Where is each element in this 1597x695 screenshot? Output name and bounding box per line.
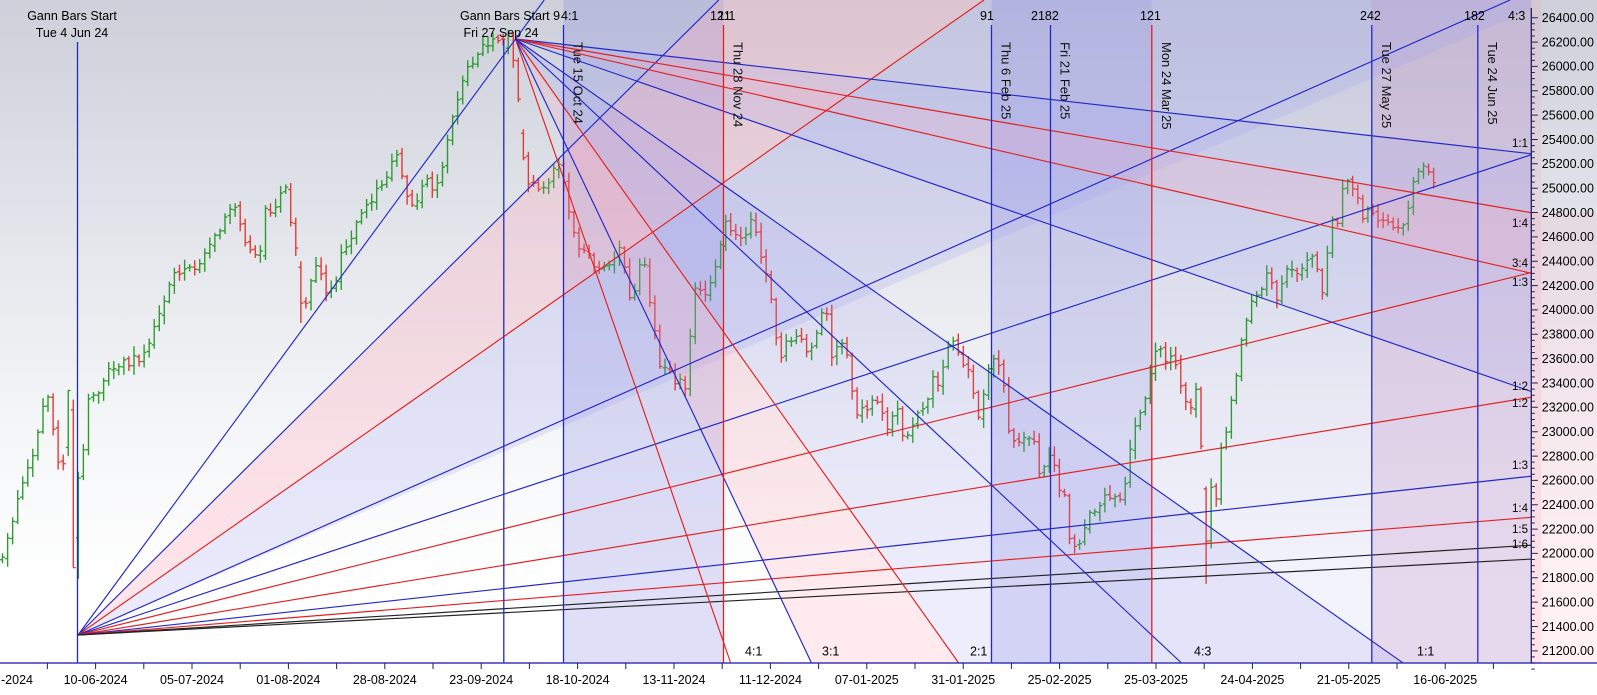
svg-text:24200.00: 24200.00	[1542, 279, 1594, 293]
svg-text:25-02-2025: 25-02-2025	[1028, 673, 1092, 687]
svg-text:Mon 24 Mar 25: Mon 24 Mar 25	[1159, 42, 1174, 129]
svg-text:1:1: 1:1	[718, 9, 735, 23]
svg-text:18-10-2024: 18-10-2024	[546, 673, 610, 687]
svg-text:Tue 24 Jun 25: Tue 24 Jun 25	[1485, 42, 1500, 125]
svg-text:25400.00: 25400.00	[1542, 133, 1594, 147]
svg-text:Tue 27 May 25: Tue 27 May 25	[1379, 42, 1394, 128]
svg-text:3:4: 3:4	[1512, 258, 1529, 270]
svg-text:182: 182	[1464, 9, 1485, 23]
svg-text:26400.00: 26400.00	[1542, 11, 1594, 25]
svg-text:1:1: 1:1	[1512, 138, 1528, 150]
svg-text:10-06-2024: 10-06-2024	[64, 673, 128, 687]
svg-text:4:1: 4:1	[561, 9, 578, 23]
svg-text:1:1: 1:1	[1417, 645, 1434, 659]
svg-text:23000.00: 23000.00	[1542, 425, 1594, 439]
svg-text:28-08-2024: 28-08-2024	[353, 673, 417, 687]
svg-text:05-07-2024: 05-07-2024	[160, 673, 224, 687]
svg-text:07-01-2025: 07-01-2025	[835, 673, 899, 687]
svg-text:24400.00: 24400.00	[1542, 255, 1594, 269]
svg-text:21-05-2025: 21-05-2025	[1317, 673, 1381, 687]
svg-text:4:3: 4:3	[1508, 9, 1525, 23]
svg-text:01-08-2024: 01-08-2024	[256, 673, 320, 687]
svg-text:23800.00: 23800.00	[1542, 328, 1594, 342]
svg-text:1:2: 1:2	[1512, 381, 1528, 393]
svg-text:Gann Bars Start: Gann Bars Start	[27, 9, 117, 23]
svg-text:24000.00: 24000.00	[1542, 303, 1594, 317]
svg-text:121: 121	[710, 9, 731, 23]
svg-text:21800.00: 21800.00	[1542, 571, 1594, 585]
svg-text:25000.00: 25000.00	[1542, 182, 1594, 196]
svg-text:4:3: 4:3	[1194, 645, 1211, 659]
svg-text:23-09-2024: 23-09-2024	[449, 673, 513, 687]
svg-text:21400.00: 21400.00	[1542, 620, 1594, 634]
svg-text:1:4: 1:4	[1512, 218, 1529, 230]
svg-text:242: 242	[1360, 9, 1381, 23]
svg-text:2182: 2182	[1031, 9, 1059, 23]
svg-text:25-03-2025: 25-03-2025	[1124, 673, 1188, 687]
svg-text:1:3: 1:3	[1512, 460, 1528, 472]
svg-text:Thu 6 Feb 25: Thu 6 Feb 25	[999, 42, 1014, 119]
svg-text:22400.00: 22400.00	[1542, 498, 1594, 512]
svg-text:21600.00: 21600.00	[1542, 595, 1594, 609]
svg-text:-2024: -2024	[1, 673, 33, 687]
svg-text:23200.00: 23200.00	[1542, 401, 1594, 415]
svg-text:26000.00: 26000.00	[1542, 60, 1594, 74]
svg-text:Thu 28 Nov 24: Thu 28 Nov 24	[731, 42, 746, 127]
svg-text:24800.00: 24800.00	[1542, 206, 1594, 220]
svg-text:1:2: 1:2	[1512, 398, 1528, 410]
svg-text:22800.00: 22800.00	[1542, 449, 1594, 463]
svg-text:22600.00: 22600.00	[1542, 474, 1594, 488]
svg-text:25600.00: 25600.00	[1542, 108, 1594, 122]
svg-text:25800.00: 25800.00	[1542, 84, 1594, 98]
svg-text:24-04-2025: 24-04-2025	[1220, 673, 1284, 687]
svg-text:Fri 27 Sep 24: Fri 27 Sep 24	[463, 26, 538, 40]
svg-text:23400.00: 23400.00	[1542, 376, 1594, 390]
svg-text:16-06-2025: 16-06-2025	[1413, 673, 1477, 687]
svg-text:Fri 21 Feb 25: Fri 21 Feb 25	[1058, 42, 1073, 119]
svg-text:3:1: 3:1	[822, 645, 839, 659]
svg-text:4:1: 4:1	[745, 645, 762, 659]
svg-text:1:4: 1:4	[1512, 503, 1529, 515]
svg-text:Tue 15 Oct 24: Tue 15 Oct 24	[571, 42, 586, 124]
svg-text:2:1: 2:1	[970, 645, 987, 659]
svg-text:21200.00: 21200.00	[1542, 644, 1594, 658]
svg-text:1:6: 1:6	[1512, 539, 1528, 551]
svg-text:26200.00: 26200.00	[1542, 35, 1594, 49]
svg-text:23600.00: 23600.00	[1542, 352, 1594, 366]
svg-text:11-12-2024: 11-12-2024	[739, 673, 802, 687]
svg-text:31-01-2025: 31-01-2025	[931, 673, 995, 687]
svg-text:22200.00: 22200.00	[1542, 522, 1594, 536]
svg-text:25200.00: 25200.00	[1542, 157, 1594, 171]
svg-text:1:3: 1:3	[1512, 277, 1528, 289]
svg-text:Gann Bars Start 9: Gann Bars Start 9	[460, 9, 560, 23]
svg-text:121: 121	[1140, 9, 1161, 23]
svg-text:1:5: 1:5	[1512, 524, 1528, 536]
svg-text:24600.00: 24600.00	[1542, 230, 1594, 244]
svg-text:Tue 4 Jun 24: Tue 4 Jun 24	[36, 26, 109, 40]
svg-text:22000.00: 22000.00	[1542, 547, 1594, 561]
svg-text:91: 91	[980, 9, 994, 23]
svg-text:13-11-2024: 13-11-2024	[642, 673, 705, 687]
